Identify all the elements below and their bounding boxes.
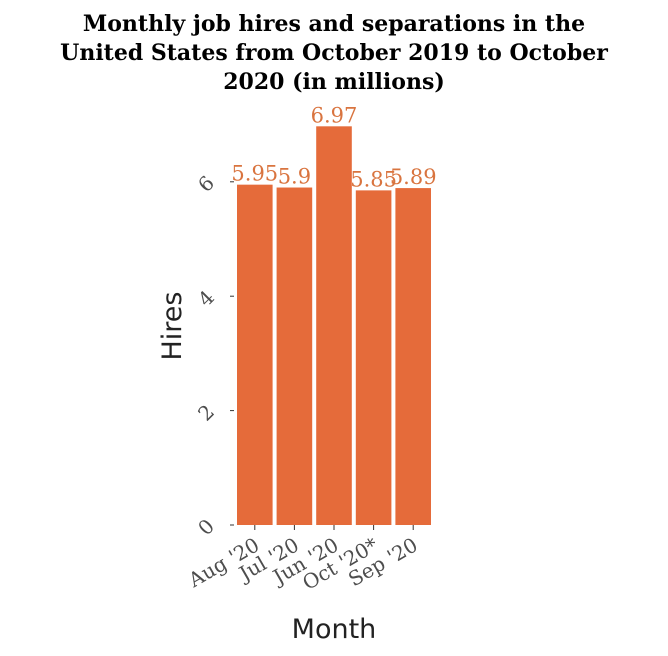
y-tick-label: 0 [193,514,219,540]
bar [395,188,431,526]
bar [316,126,352,525]
y-tick-label: 6 [193,171,219,197]
x-axis-title: Month [292,614,377,645]
bar [355,190,392,525]
bar [237,184,273,525]
data-label: 5.89 [390,165,437,189]
chart-title-line-1: Monthly job hires and separations in the [83,11,585,37]
data-label: 5.85 [350,167,397,191]
y-tick-label: 4 [193,285,219,311]
y-axis-title: Hires [157,292,188,361]
data-label: 5.95 [231,162,278,186]
chart-title: Monthly job hires and separations in the… [60,11,608,95]
bar [276,187,313,525]
data-label: 5.9 [278,165,311,189]
data-label: 6.97 [311,103,358,127]
chart-title-line-2: United States from October 2019 to Octob… [60,40,608,66]
chart-title-line-3: 2020 (in millions) [223,69,444,95]
y-tick-label: 2 [193,400,219,426]
